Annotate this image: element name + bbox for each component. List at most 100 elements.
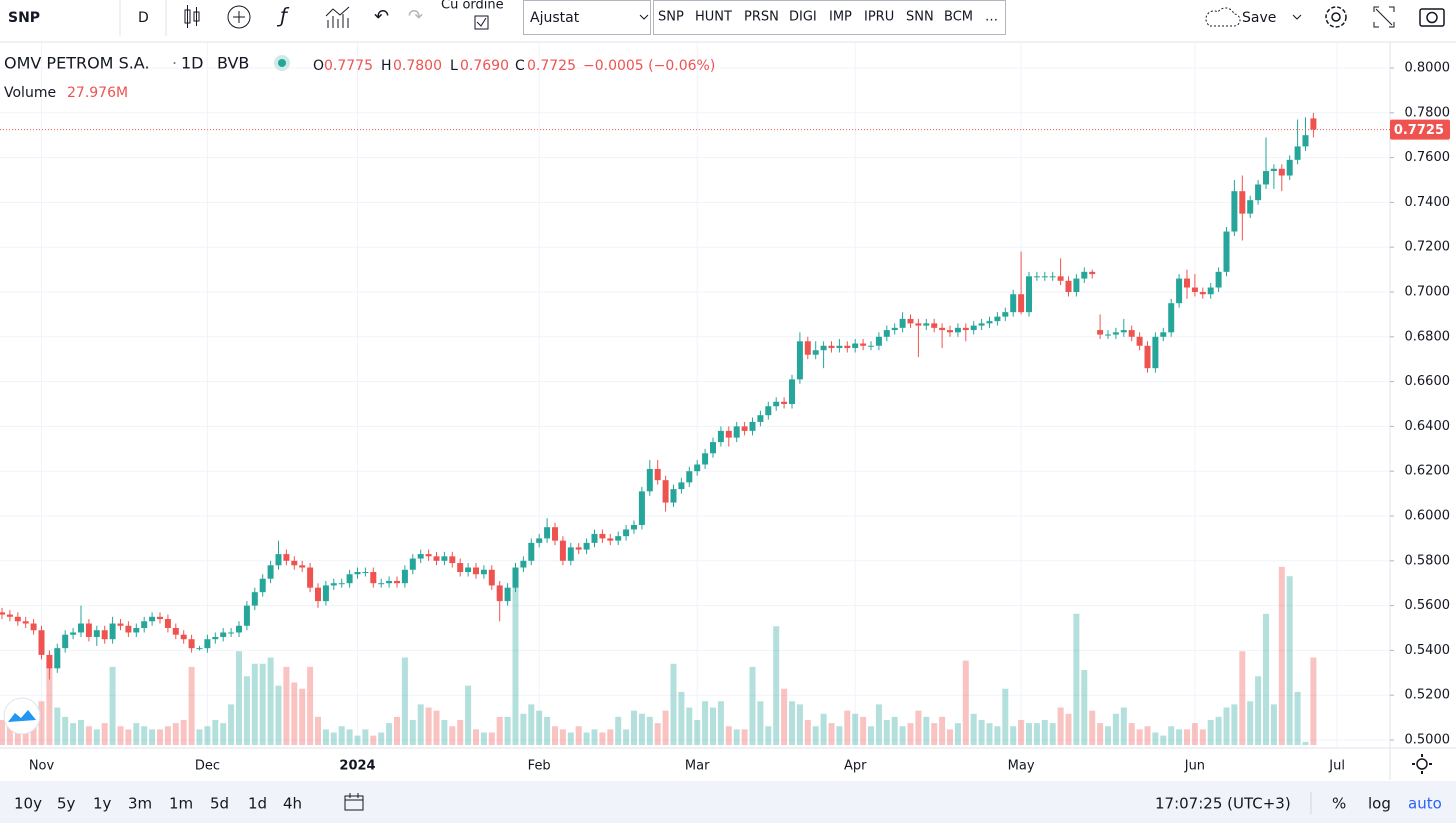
range-button[interactable]: 1d bbox=[248, 795, 267, 813]
range-button[interactable]: 5y bbox=[57, 795, 76, 813]
watchlist-item[interactable]: SNP bbox=[658, 10, 684, 25]
y-tick-label: 0.5800 bbox=[1405, 553, 1451, 568]
volume-bar bbox=[38, 701, 45, 745]
candle-body bbox=[243, 605, 250, 626]
volume-bar bbox=[93, 729, 100, 745]
templates-icon[interactable] bbox=[325, 6, 350, 28]
candle-body bbox=[686, 471, 693, 483]
volume-bar bbox=[0, 720, 5, 745]
range-button[interactable]: 10y bbox=[14, 795, 42, 813]
range-button[interactable]: 1m bbox=[169, 795, 193, 813]
candle-body bbox=[733, 426, 740, 438]
candle-body bbox=[322, 585, 329, 602]
watchlist-item[interactable]: HUNT bbox=[695, 10, 732, 25]
volume-bar bbox=[1231, 704, 1238, 745]
volume-bar bbox=[891, 716, 898, 745]
candle-body bbox=[46, 654, 53, 669]
y-tick-label: 0.5600 bbox=[1405, 598, 1451, 613]
watchlist-item[interactable]: … bbox=[985, 10, 998, 25]
order-checkbox[interactable] bbox=[474, 15, 489, 30]
watchlist-item[interactable]: DIGI bbox=[789, 10, 817, 25]
candle-body bbox=[520, 560, 527, 568]
add-icon[interactable] bbox=[227, 5, 251, 29]
volume-bar bbox=[196, 729, 203, 745]
symbol[interactable]: SNP bbox=[8, 10, 40, 26]
volume-bar bbox=[30, 716, 37, 745]
candle-body bbox=[394, 580, 400, 584]
candle-body bbox=[670, 489, 677, 503]
range-button[interactable]: 3m bbox=[128, 795, 152, 813]
logo-badge[interactable] bbox=[3, 697, 41, 735]
last-price-label: 0.7725 bbox=[1394, 123, 1444, 138]
volume-bar bbox=[228, 704, 235, 745]
range-button[interactable]: 5d bbox=[210, 795, 229, 813]
volume-bar bbox=[1310, 657, 1317, 745]
volume-bar bbox=[457, 720, 464, 745]
fullscreen-icon[interactable] bbox=[1373, 6, 1395, 28]
volume-bar bbox=[725, 726, 732, 745]
time-axis-settings-icon[interactable] bbox=[1412, 754, 1432, 774]
legend-exchange: BVB bbox=[217, 54, 249, 73]
candles bbox=[0, 112, 1317, 680]
indicators-icon[interactable]: ƒ bbox=[276, 4, 290, 28]
save-arrow[interactable] bbox=[1292, 14, 1302, 20]
volume-bar bbox=[678, 691, 685, 745]
candle-body bbox=[1152, 336, 1159, 369]
candle-body bbox=[725, 430, 732, 438]
candle-body bbox=[378, 583, 385, 585]
save-button[interactable]: Save bbox=[1242, 10, 1276, 26]
volume-bar bbox=[188, 666, 195, 745]
adjust-select[interactable] bbox=[523, 0, 651, 35]
candle-body bbox=[133, 628, 140, 633]
candle-body bbox=[1097, 330, 1104, 335]
watchlist-item[interactable]: PRSN bbox=[744, 10, 779, 25]
candle-body bbox=[796, 341, 803, 380]
log-toggle[interactable]: log bbox=[1368, 795, 1391, 813]
date-range-icon[interactable] bbox=[344, 793, 364, 811]
volume-bar bbox=[330, 732, 337, 745]
candle-body bbox=[694, 464, 701, 472]
watchlist-item[interactable]: IPRU bbox=[864, 10, 894, 25]
volume-bar bbox=[970, 713, 977, 745]
undo-icon[interactable]: ↶ bbox=[374, 6, 389, 27]
auto-toggle[interactable]: auto bbox=[1408, 795, 1442, 813]
candle-body bbox=[70, 632, 77, 635]
candle-body bbox=[85, 623, 92, 637]
candle-body bbox=[868, 345, 874, 347]
candle-body bbox=[1120, 330, 1127, 333]
volume-bar bbox=[54, 707, 61, 745]
volume-bar bbox=[354, 735, 361, 745]
candle-body bbox=[646, 468, 653, 492]
volume-bar bbox=[78, 720, 84, 745]
volume-bar bbox=[599, 732, 606, 745]
candle-body bbox=[299, 565, 306, 568]
range-button[interactable]: 4h bbox=[283, 795, 302, 813]
volume-bar bbox=[749, 666, 756, 745]
clock: 17:07:25 (UTC+3) bbox=[1155, 795, 1291, 813]
settings-icon[interactable] bbox=[1325, 6, 1347, 28]
candle-body bbox=[757, 415, 764, 422]
watchlist-item[interactable]: IMP bbox=[829, 10, 852, 25]
y-tick-label: 0.6800 bbox=[1405, 329, 1451, 344]
watchlist-item[interactable]: SNN bbox=[906, 10, 934, 25]
range-button[interactable]: 1y bbox=[93, 795, 112, 813]
candle-body bbox=[1247, 200, 1254, 214]
redo-icon[interactable]: ↷ bbox=[408, 6, 423, 27]
volume-bar bbox=[978, 720, 985, 745]
legend-o-key: O bbox=[313, 58, 324, 74]
candle-body bbox=[1255, 184, 1262, 201]
volume-bar bbox=[46, 666, 53, 745]
percent-toggle[interactable]: % bbox=[1332, 795, 1346, 813]
volume-bar bbox=[544, 716, 551, 745]
candle-body bbox=[1239, 191, 1246, 214]
y-tick-label: 0.6400 bbox=[1405, 419, 1451, 434]
snapshot-icon[interactable] bbox=[1419, 8, 1445, 27]
candle-body bbox=[291, 560, 298, 566]
watchlist-item[interactable]: BCM bbox=[944, 10, 973, 25]
candle-icon[interactable] bbox=[184, 5, 200, 28]
candle-body bbox=[1223, 231, 1230, 272]
volume-bar bbox=[1184, 729, 1190, 745]
candle-body bbox=[449, 556, 456, 564]
interval[interactable]: D bbox=[138, 10, 149, 26]
candle-body bbox=[1105, 334, 1111, 336]
